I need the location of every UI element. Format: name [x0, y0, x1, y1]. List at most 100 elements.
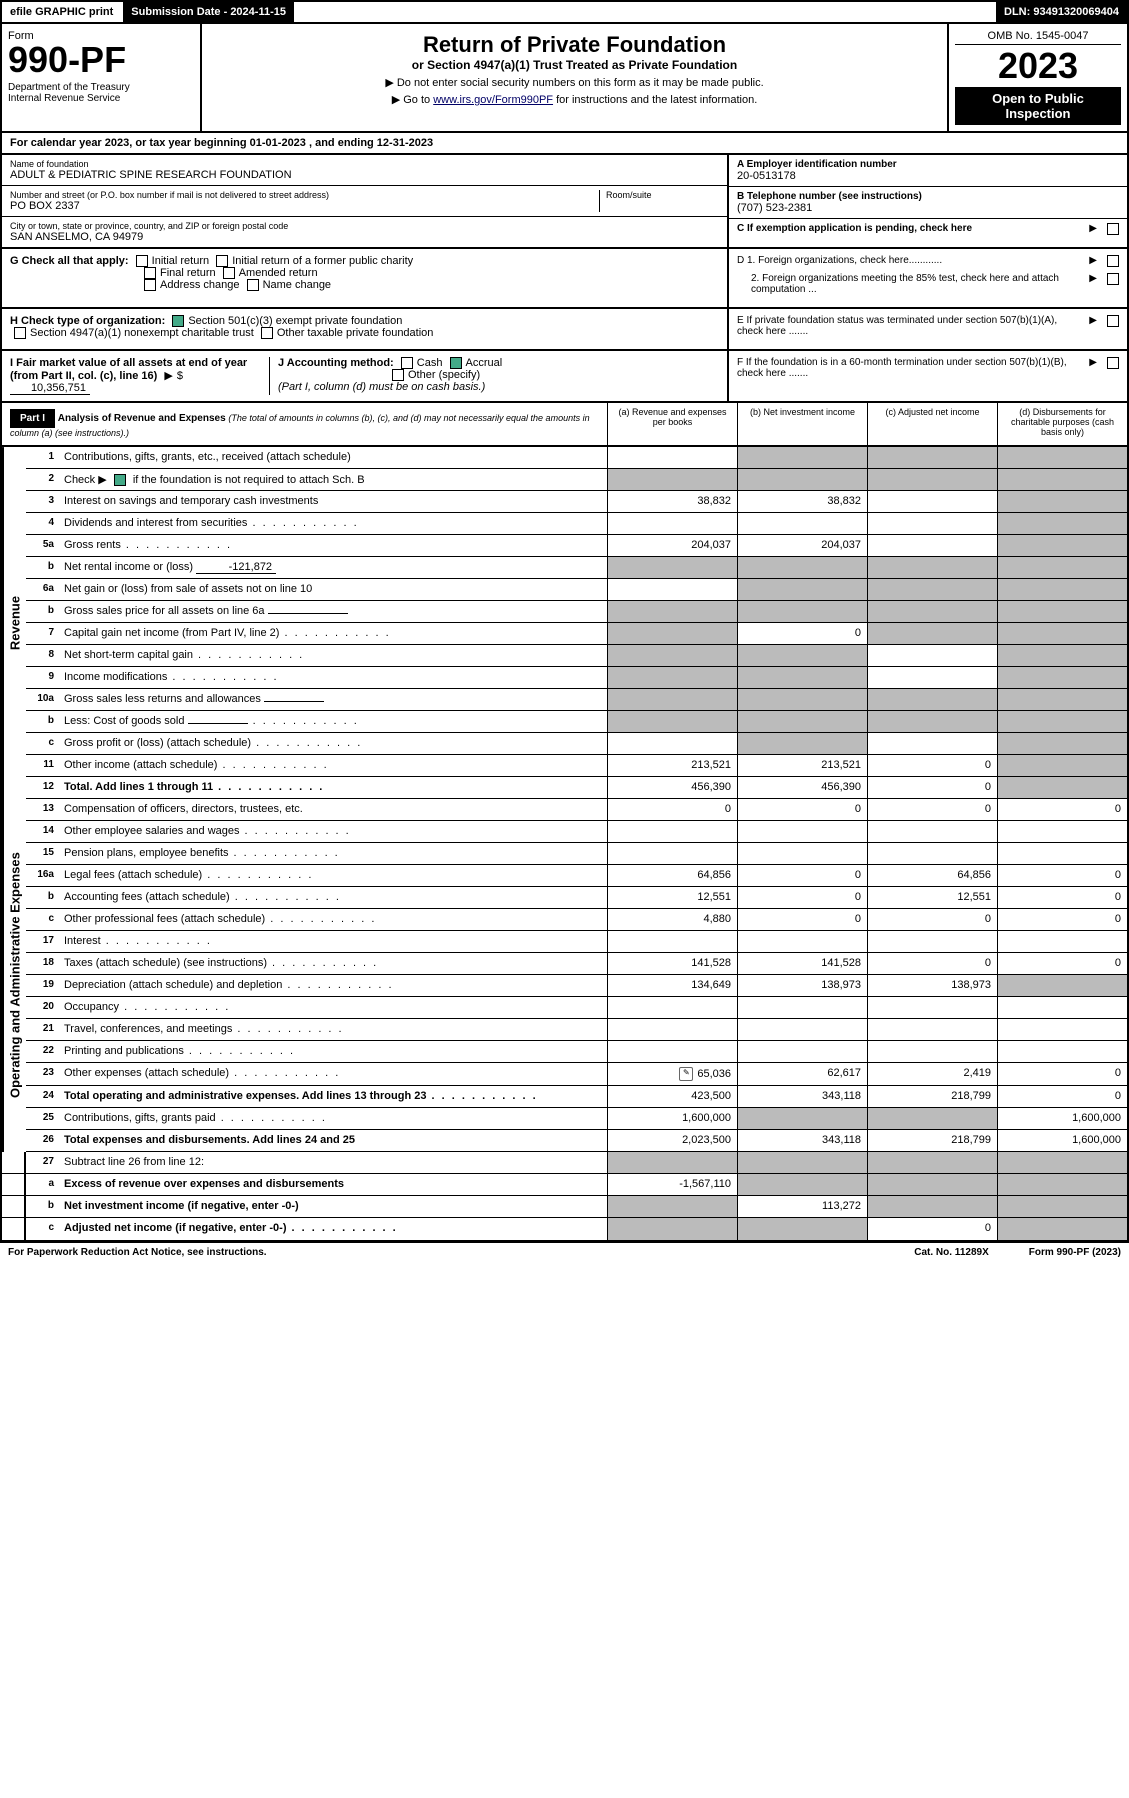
name-row: Name of foundation ADULT & PEDIATRIC SPI… — [2, 155, 727, 186]
name-change-checkbox[interactable] — [247, 279, 259, 291]
table-row: 2Check ▶ if the foundation is not requir… — [26, 469, 1127, 491]
arrow-icon: ▶ — [1089, 357, 1097, 368]
cell — [737, 1218, 867, 1240]
cell — [867, 843, 997, 864]
cell: 456,390 — [737, 777, 867, 798]
f-checkbox[interactable] — [1107, 357, 1119, 369]
cell — [607, 931, 737, 952]
cell — [997, 1019, 1127, 1040]
4947-checkbox[interactable] — [14, 327, 26, 339]
omb-number: OMB No. 1545-0047 — [955, 30, 1121, 45]
cell — [997, 557, 1127, 578]
initial-former-checkbox[interactable] — [216, 255, 228, 267]
city-label: City or town, state or province, country… — [10, 221, 719, 231]
line-num: c — [26, 909, 58, 930]
revenue-side-label: Revenue — [2, 447, 26, 799]
irs-link[interactable]: www.irs.gov/Form990PF — [433, 94, 553, 106]
line-desc: Check ▶ if the foundation is not require… — [58, 469, 607, 490]
cell — [997, 1152, 1127, 1173]
line-num: 3 — [26, 491, 58, 512]
cash-checkbox[interactable] — [401, 357, 413, 369]
amended-return-label: Amended return — [239, 267, 318, 279]
entity-left: Name of foundation ADULT & PEDIATRIC SPI… — [2, 155, 727, 247]
cell — [607, 1218, 737, 1240]
form-header: Form 990-PF Department of the Treasury I… — [0, 24, 1129, 133]
e-label: E If private foundation status was termi… — [737, 315, 1085, 337]
cell: 0 — [867, 799, 997, 820]
final-return-checkbox[interactable] — [144, 267, 156, 279]
amended-return-checkbox[interactable] — [223, 267, 235, 279]
cell — [867, 1196, 997, 1217]
cell: 138,973 — [867, 975, 997, 996]
cell: 213,521 — [607, 755, 737, 776]
initial-return-checkbox[interactable] — [136, 255, 148, 267]
cell: 0 — [737, 887, 867, 908]
cell: 138,973 — [737, 975, 867, 996]
cell — [737, 645, 867, 666]
city-value: SAN ANSELMO, CA 94979 — [10, 231, 719, 243]
l10a-inline-value — [264, 701, 324, 702]
line-desc: Subtract line 26 from line 12: — [58, 1152, 607, 1173]
line-desc: Taxes (attach schedule) (see instruction… — [58, 953, 607, 974]
line-num: 1 — [26, 447, 58, 468]
e-checkbox[interactable] — [1107, 315, 1119, 327]
501c3-checkbox[interactable] — [172, 315, 184, 327]
cell — [997, 821, 1127, 842]
line-num: 9 — [26, 667, 58, 688]
cell — [867, 1108, 997, 1129]
other-taxable-checkbox[interactable] — [261, 327, 273, 339]
line-num: 25 — [26, 1108, 58, 1129]
table-row: aExcess of revenue over expenses and dis… — [2, 1174, 1127, 1196]
j-note: (Part I, column (d) must be on cash basi… — [278, 381, 485, 393]
phone-value: (707) 523-2381 — [737, 202, 1119, 214]
line-num: a — [26, 1174, 58, 1195]
check-section-ij: I Fair market value of all assets at end… — [0, 351, 1129, 403]
e-check: E If private foundation status was termi… — [727, 309, 1127, 349]
cell — [867, 579, 997, 600]
cell — [867, 557, 997, 578]
line-desc: Contributions, gifts, grants paid — [58, 1108, 607, 1129]
table-row: 8Net short-term capital gain — [26, 645, 1127, 667]
attachment-icon[interactable]: ✎ — [679, 1067, 693, 1081]
d2-checkbox[interactable] — [1107, 273, 1119, 285]
tax-year: 2023 — [955, 45, 1121, 87]
accrual-checkbox[interactable] — [450, 357, 462, 369]
cell: 2,023,500 — [607, 1130, 737, 1151]
arrow-icon: ▶ — [1089, 273, 1097, 284]
cell — [607, 557, 737, 578]
line-desc: Occupancy — [58, 997, 607, 1018]
d1-checkbox[interactable] — [1107, 255, 1119, 267]
schb-checkbox[interactable] — [114, 474, 126, 486]
cell: 141,528 — [737, 953, 867, 974]
line-desc: Compensation of officers, directors, tru… — [58, 799, 607, 820]
d-checks: D 1. Foreign organizations, check here..… — [727, 249, 1127, 307]
cell — [867, 1019, 997, 1040]
table-row: 6aNet gain or (loss) from sale of assets… — [26, 579, 1127, 601]
cell — [997, 601, 1127, 622]
line-desc: Depreciation (attach schedule) and deple… — [58, 975, 607, 996]
c-checkbox[interactable] — [1107, 223, 1119, 235]
initial-return-label: Initial return — [152, 255, 209, 267]
cell: -1,567,110 — [607, 1174, 737, 1195]
other-taxable-label: Other taxable private foundation — [277, 327, 434, 339]
ein-label: A Employer identification number — [737, 159, 1119, 170]
l2-text: Check ▶ — [64, 474, 107, 486]
line-num: 13 — [26, 799, 58, 820]
cell: 0 — [997, 887, 1127, 908]
table-row: 3Interest on savings and temporary cash … — [26, 491, 1127, 513]
line-num: 12 — [26, 777, 58, 798]
line-desc: Contributions, gifts, grants, etc., rece… — [58, 447, 607, 468]
cell — [997, 1196, 1127, 1217]
cell: 0 — [737, 865, 867, 886]
cell — [997, 1174, 1127, 1195]
cell — [867, 601, 997, 622]
c-label: C If exemption application is pending, c… — [737, 223, 1085, 234]
main-table: Revenue 1Contributions, gifts, grants, e… — [0, 447, 1129, 1242]
l5b-inline-value: -121,872 — [196, 561, 276, 574]
table-row: 4Dividends and interest from securities — [26, 513, 1127, 535]
cell: 1,600,000 — [997, 1130, 1127, 1151]
address-change-checkbox[interactable] — [144, 279, 156, 291]
other-method-checkbox[interactable] — [392, 369, 404, 381]
j-label: J Accounting method: — [278, 357, 394, 369]
line-num: 16a — [26, 865, 58, 886]
